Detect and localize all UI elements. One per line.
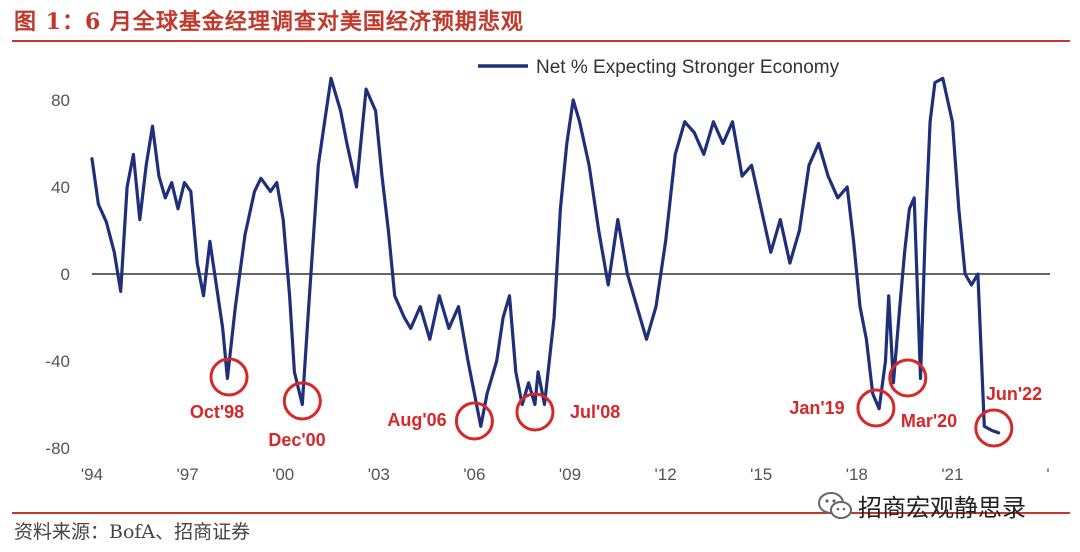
legend-label: Net % Expecting Stronger Economy	[536, 57, 840, 78]
x-tick-label: '12	[655, 465, 677, 484]
highlight-circle	[888, 358, 928, 398]
annotation-label: Dec'00	[268, 430, 325, 450]
x-tick-label: '97	[177, 465, 199, 484]
annotation-label: Jan'19	[789, 398, 844, 418]
annotation-label: Mar'20	[901, 411, 957, 431]
highlight-circle	[856, 388, 896, 428]
annotation-label: Jul'08	[570, 402, 620, 422]
series-line	[90, 76, 1001, 435]
y-tick-label: -80	[45, 439, 70, 458]
x-tick-label: '00	[272, 465, 294, 484]
source-divider	[12, 512, 1070, 514]
x-tick-label: '	[1046, 465, 1049, 484]
x-tick-label: '21	[941, 465, 963, 484]
highlight-circle	[515, 392, 555, 432]
y-tick-label: 40	[51, 178, 70, 197]
annotation-label: Jun'22	[986, 384, 1042, 404]
highlight-circle	[282, 381, 322, 421]
highlight-circle	[974, 408, 1014, 448]
title-divider	[12, 40, 1070, 42]
x-tick-label: '09	[559, 465, 581, 484]
x-tick-label: '94	[81, 465, 103, 484]
x-tick-label: '06	[463, 465, 485, 484]
y-tick-label: -40	[45, 352, 70, 371]
figure-title: 图 1：6 月全球基金经理调查对美国经济预期悲观	[14, 9, 524, 35]
annotation-label: Oct'98	[190, 402, 244, 422]
highlight-circle	[209, 357, 249, 397]
y-tick-label: 80	[51, 91, 70, 110]
x-tick-label: '18	[846, 465, 868, 484]
x-tick-label: '15	[750, 465, 772, 484]
x-tick-label: '03	[368, 465, 390, 484]
watermark: 招商宏观静思录	[818, 488, 1026, 523]
wechat-icon	[818, 491, 852, 519]
source-note: 资料来源：BofA、招商证券	[14, 521, 251, 543]
highlight-circle	[454, 401, 494, 441]
watermark-text: 招商宏观静思录	[858, 494, 1026, 522]
annotation-label: Aug'06	[387, 410, 446, 430]
y-tick-label: 0	[61, 265, 70, 284]
